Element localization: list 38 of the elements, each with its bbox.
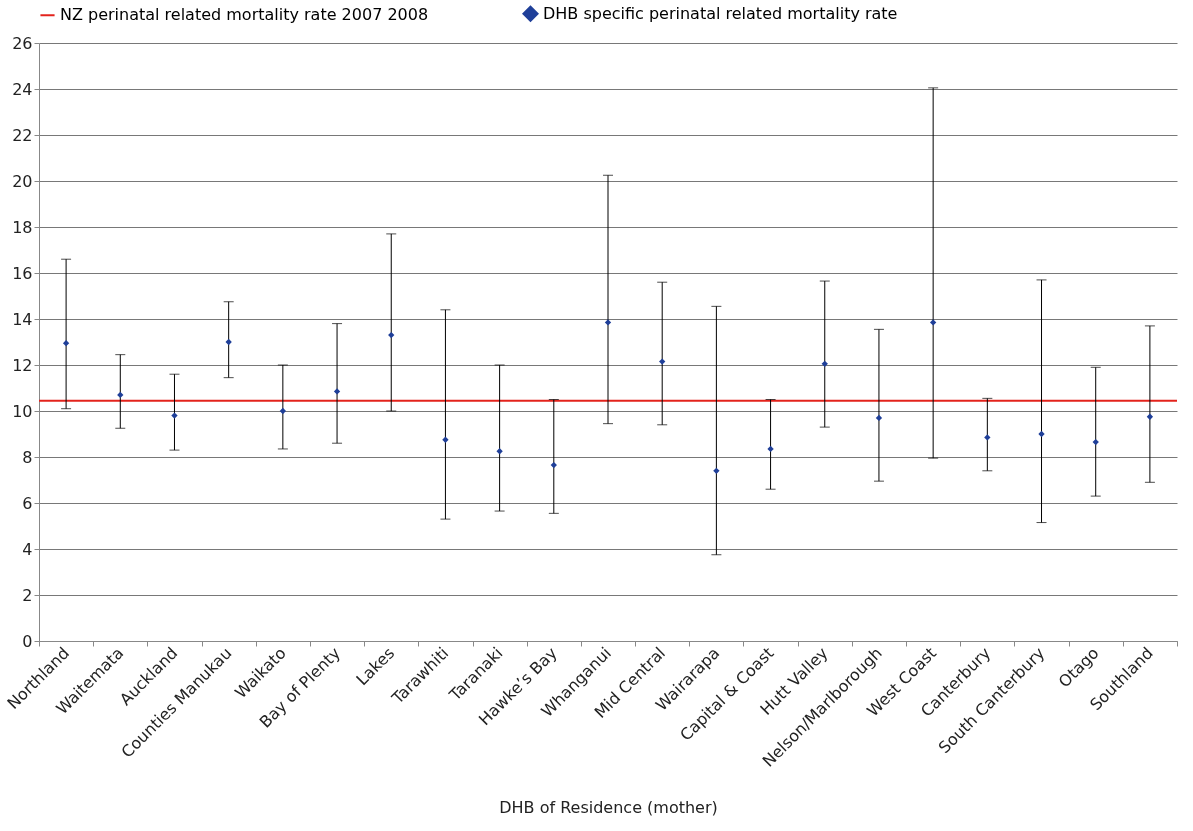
point xyxy=(62,339,70,347)
y-tick-label: 22 xyxy=(12,125,33,145)
point xyxy=(929,319,937,326)
y-tick-label: 10 xyxy=(12,401,33,421)
y-tick-label: 8 xyxy=(22,447,33,467)
y-tick-label: 16 xyxy=(12,263,33,283)
point xyxy=(1146,413,1154,420)
y-tick-label: 14 xyxy=(12,309,33,329)
point xyxy=(604,319,612,326)
y-tick-label: 2 xyxy=(22,585,33,605)
point xyxy=(713,467,720,474)
point xyxy=(388,331,395,339)
point xyxy=(767,445,774,453)
point xyxy=(171,412,178,419)
point xyxy=(550,461,557,469)
legend-label: DHB specific perinatal related mortality rate xyxy=(543,3,898,23)
y-tick-label: 24 xyxy=(12,79,33,99)
y-tick-label: 20 xyxy=(12,171,33,191)
point xyxy=(821,360,828,368)
x-axis-title: DHB of Residence (mother) xyxy=(499,797,718,817)
y-tick-label: 0 xyxy=(22,631,33,651)
y-tick-label: 4 xyxy=(22,539,33,559)
legend-label: NZ perinatal related mortality rate 2007 2008 xyxy=(60,5,429,25)
y-tick-label: 12 xyxy=(12,355,33,375)
point xyxy=(984,434,991,441)
point xyxy=(496,448,503,455)
point xyxy=(1092,438,1099,446)
point xyxy=(442,436,449,443)
point xyxy=(225,338,232,346)
point xyxy=(1038,430,1045,438)
y-tick-label: 18 xyxy=(12,217,33,237)
point xyxy=(279,407,287,415)
point xyxy=(333,388,341,395)
point xyxy=(875,414,883,422)
y-tick-label: 26 xyxy=(12,33,33,53)
point xyxy=(117,391,124,399)
point xyxy=(659,358,666,365)
y-tick-label: 6 xyxy=(22,493,33,513)
